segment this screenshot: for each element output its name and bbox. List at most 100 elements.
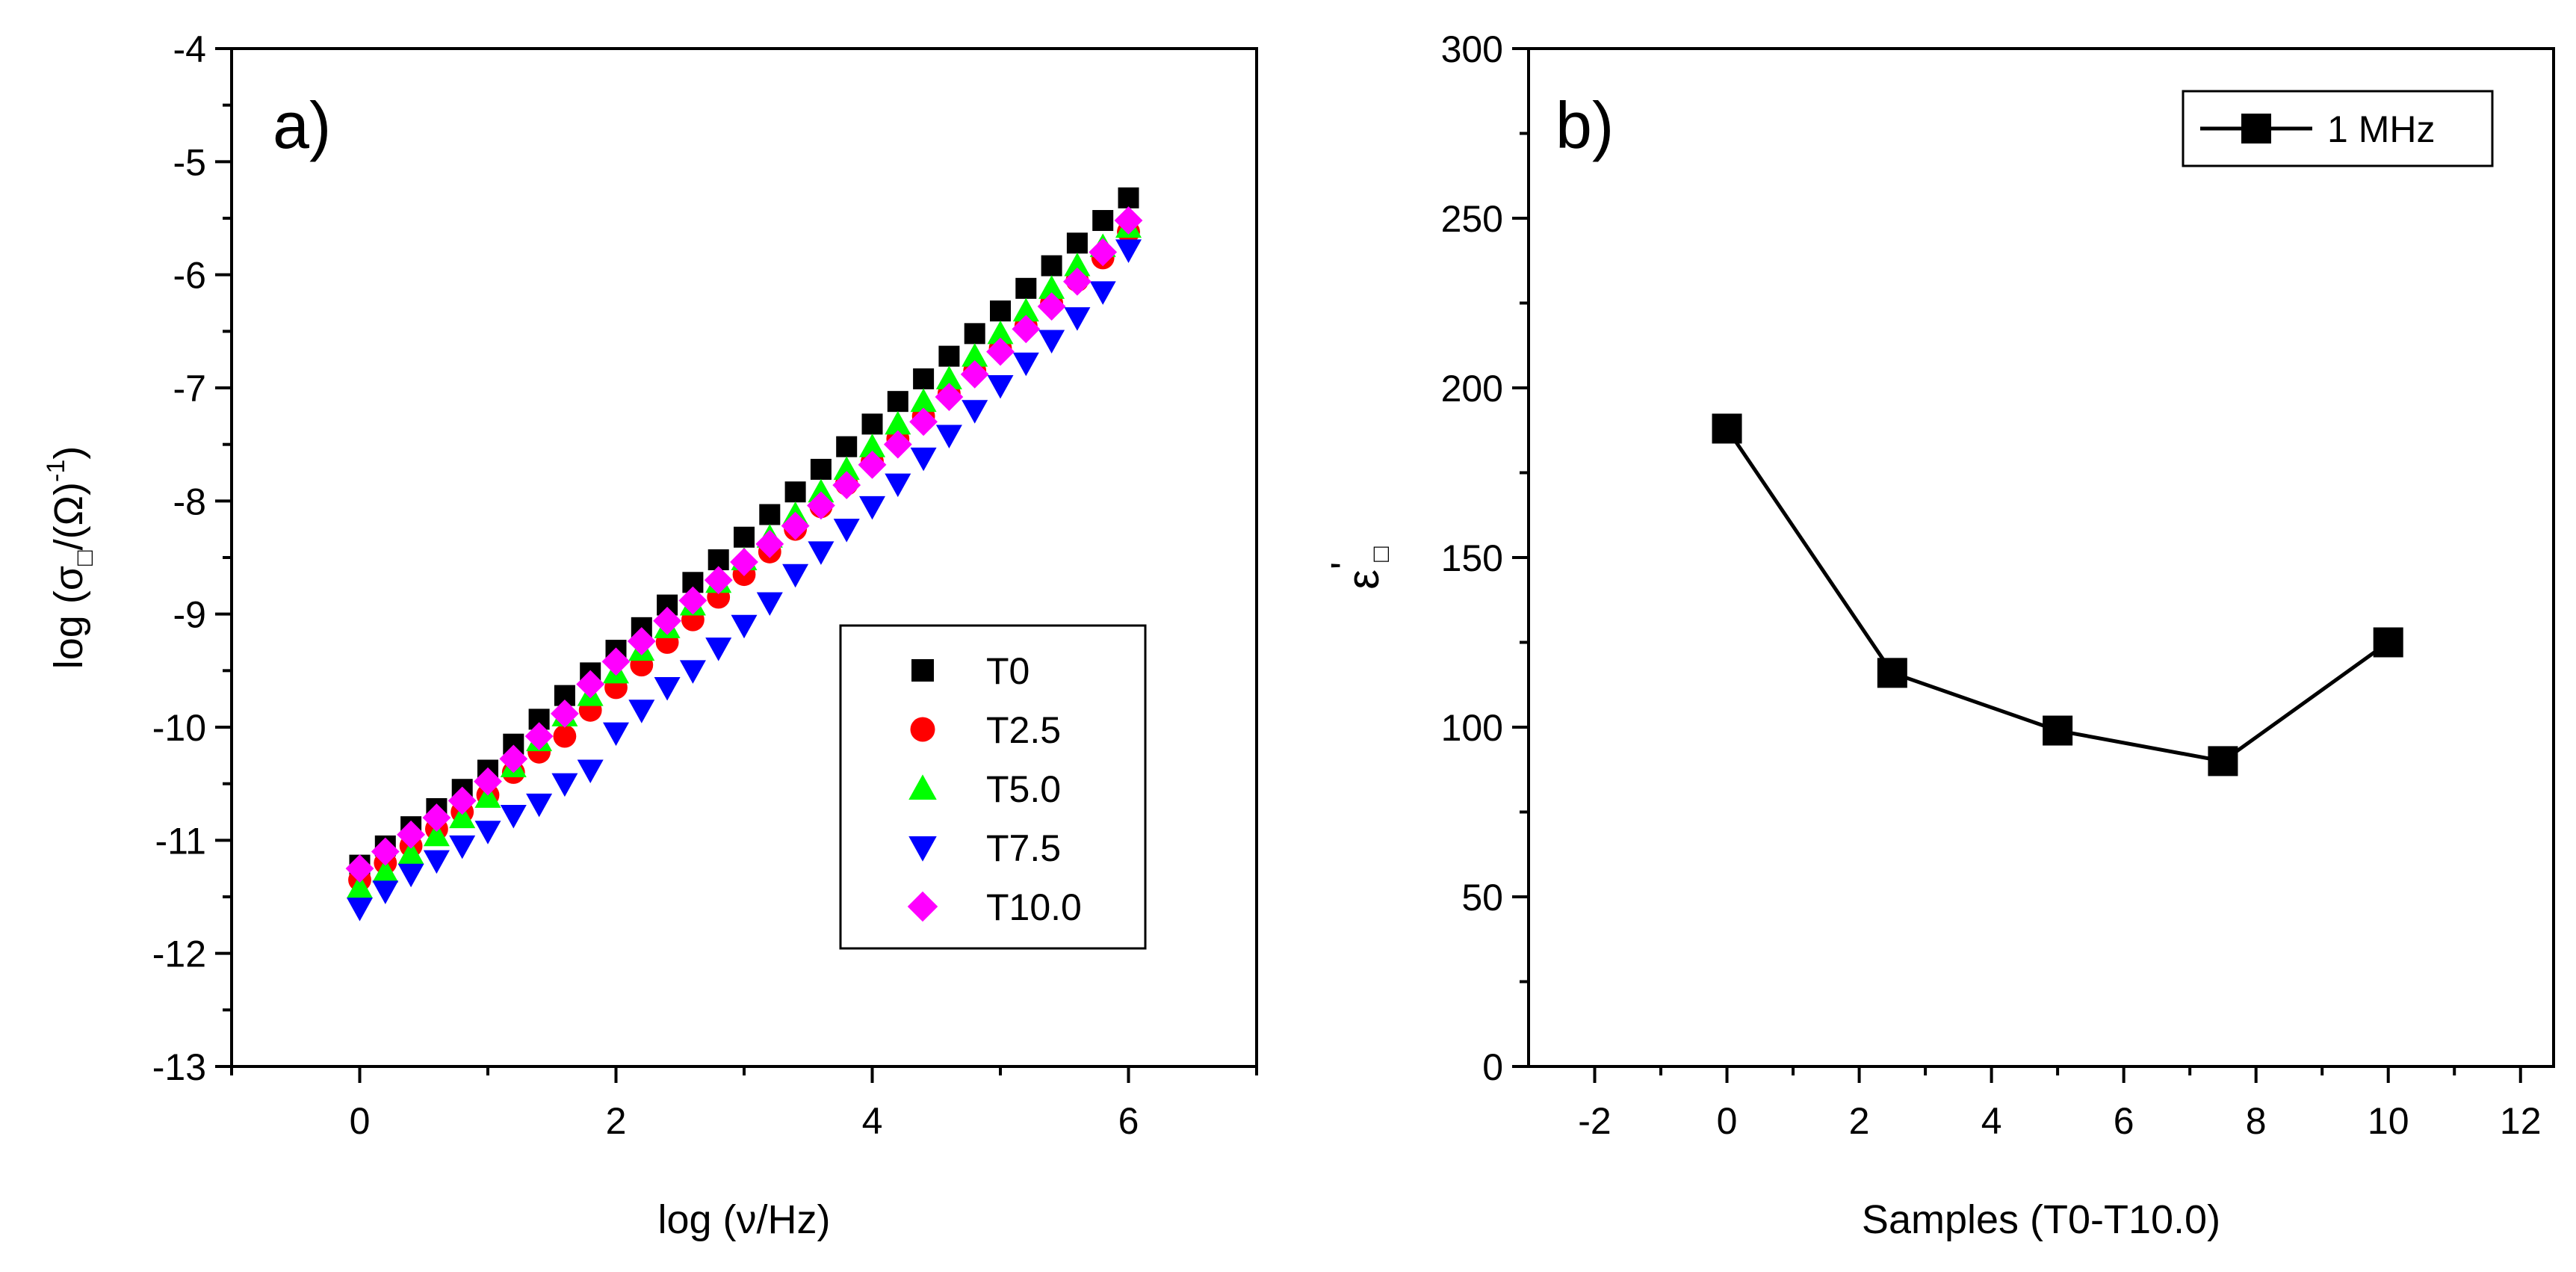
data-point — [990, 300, 1011, 322]
panel-b-ticks: -2 0 2 4 6 8 10 12 0 50 100 150 200 250 300 — [1441, 28, 2542, 1142]
data-point — [731, 614, 758, 639]
panel-a-x-axis-label: log (ν/Hz) — [657, 1197, 830, 1242]
panel-b-y-tick-label: 300 — [1441, 28, 1503, 70]
data-point — [910, 447, 937, 472]
data-point — [1041, 255, 1062, 277]
data-point — [1877, 658, 1907, 688]
data-point — [833, 456, 860, 480]
panel-a-label: a) — [273, 88, 331, 162]
data-point — [448, 786, 477, 815]
data-point — [1037, 292, 1066, 321]
legend-marker-T5.0 — [908, 774, 937, 800]
panel-b-y-tick-label: 0 — [1482, 1046, 1503, 1088]
panel-b-y-tick-label: 250 — [1441, 198, 1503, 240]
data-point — [576, 670, 605, 699]
data-point — [1115, 239, 1142, 263]
legend-label: T2.5 — [986, 709, 1061, 751]
data-point — [347, 874, 373, 898]
data-point — [755, 529, 784, 558]
data-point — [551, 773, 578, 797]
data-point — [808, 541, 835, 565]
panel-a-y-tick-label: -6 — [173, 255, 206, 297]
data-point — [986, 337, 1015, 366]
panel-b-y-tick-label: 50 — [1461, 877, 1503, 919]
data-point — [1012, 315, 1041, 344]
data-point — [524, 722, 554, 751]
series-T7.5 — [347, 239, 1142, 921]
data-point — [987, 320, 1014, 345]
data-point — [909, 407, 938, 436]
panel-b-x-tick-label: -2 — [1578, 1100, 1611, 1142]
data-point — [836, 436, 858, 457]
data-point — [784, 481, 806, 503]
panel-a-data-points — [345, 187, 1143, 921]
data-point — [423, 850, 450, 874]
data-point — [938, 345, 960, 367]
data-point — [962, 343, 988, 367]
panel-b-x-tick-label: 2 — [1849, 1100, 1870, 1142]
panel-a-conductivity: a) log (ν/Hz) log (σ□/(Ω)-1) 0 2 4 6 -13 -12 -… — [42, 28, 1258, 1242]
data-point — [885, 410, 911, 435]
data-point — [1712, 413, 1742, 444]
panel-a-y-tick-label: -5 — [173, 141, 206, 183]
series-line — [1725, 427, 2390, 764]
panel-b-x-tick-label: 8 — [2246, 1100, 2267, 1142]
panel-b-x-tick-label: 10 — [2368, 1100, 2409, 1142]
data-point — [397, 820, 425, 849]
data-point — [1089, 238, 1118, 267]
data-point — [371, 837, 400, 866]
data-point — [372, 880, 399, 904]
panel-b-plot-frame — [1527, 47, 2555, 1068]
legend-marker-T7.5 — [908, 836, 937, 862]
data-point — [987, 374, 1014, 399]
data-point — [449, 835, 476, 859]
panel-a-y-tick-label: -10 — [152, 707, 206, 749]
panel-b-y-tick-label: 150 — [1441, 537, 1503, 579]
legend-label: 1 MHz — [2327, 108, 2435, 150]
legend-marker — [2241, 114, 2271, 143]
data-point — [474, 784, 501, 808]
data-point — [1064, 307, 1091, 331]
legend-label: T5.0 — [986, 768, 1061, 810]
data-point — [422, 803, 451, 832]
data-point — [628, 700, 655, 723]
data-point — [2373, 627, 2403, 658]
data-point — [654, 677, 681, 701]
data-point — [1012, 297, 1039, 322]
data-point — [347, 898, 373, 921]
data-point — [887, 391, 908, 413]
y-label-prefix: log (σ — [46, 566, 91, 669]
panel-b-data-series — [1712, 413, 2403, 777]
data-point — [781, 511, 810, 540]
data-point — [1012, 352, 1039, 377]
data-point — [1038, 330, 1065, 353]
data-point — [577, 759, 604, 784]
panel-b-y-axis-label: ε'□ — [1323, 546, 1395, 590]
data-point — [913, 368, 935, 389]
data-point — [500, 805, 527, 829]
panel-b-permittivity: b) Samples (T0-T10.0) ε'□ -2 0 2 4 6 8 10 12 0 50… — [1323, 28, 2555, 1242]
data-point — [1064, 253, 1091, 277]
legend-marker-T2.5 — [910, 717, 935, 742]
y-label-superscript: -1 — [42, 460, 70, 482]
y-label-middle: /(Ω) — [46, 482, 91, 550]
data-point — [627, 627, 656, 655]
data-point — [1118, 187, 1139, 209]
panel-b-label: b) — [1555, 88, 1614, 162]
panel-a-y-tick-label: -9 — [173, 594, 206, 636]
data-point — [551, 699, 579, 728]
data-point — [962, 400, 988, 424]
panel-a-y-tick-label: -11 — [155, 820, 206, 862]
data-point — [653, 606, 681, 635]
panel-a-y-tick-label: -7 — [173, 368, 206, 410]
data-point — [704, 566, 733, 595]
data-point — [1063, 267, 1092, 296]
data-point — [1066, 232, 1088, 254]
panel-a-y-tick-label: -13 — [152, 1046, 206, 1088]
panel-a-y-tick-label: -12 — [152, 933, 206, 975]
legend-label: T10.0 — [986, 886, 1082, 928]
data-point — [553, 724, 577, 748]
data-point — [885, 473, 911, 498]
data-point — [1015, 277, 1037, 299]
